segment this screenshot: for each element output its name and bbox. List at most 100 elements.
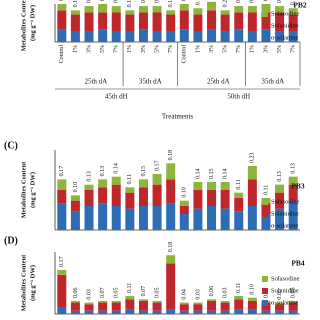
- bar-segment: [70, 211, 80, 230]
- panel-label: (D): [4, 235, 18, 246]
- bar-segment: [138, 206, 148, 230]
- bar-segment: [98, 29, 108, 42]
- bar-segment: [166, 263, 176, 310]
- bar-segment: [84, 184, 94, 190]
- bar-segment: [234, 198, 244, 212]
- bar-segment: [57, 29, 67, 42]
- bar-label: 0.15: [141, 166, 147, 177]
- bar-segment: [125, 192, 135, 209]
- bar-segment: [234, 192, 244, 198]
- bar-segment: [234, 29, 244, 42]
- bar-segment: [220, 31, 230, 42]
- bar-label: 0.03: [86, 289, 92, 300]
- bar-segment: [234, 299, 244, 310]
- bar-label: 0.17: [154, 161, 160, 172]
- bar-label: 0.17: [59, 256, 65, 267]
- bar-label: 0.10: [250, 284, 256, 295]
- bar-label: 0.16: [127, 0, 133, 7]
- bar-segment: [275, 31, 285, 42]
- bar-segment: [98, 300, 108, 303]
- legend-label: α-solanine: [271, 222, 298, 229]
- bar-segment: [220, 10, 230, 15]
- x-tick-label: 3%: [209, 45, 215, 53]
- bar-segment: [247, 12, 257, 32]
- bar-segment: [111, 184, 121, 206]
- bar-segment: [125, 14, 135, 32]
- bar-segment: [166, 14, 176, 32]
- x-tick-label: 1%: [127, 45, 133, 53]
- bar-label: 0.10: [182, 187, 188, 198]
- bar-label: 0.10: [73, 182, 79, 193]
- bar-segment: [207, 182, 217, 190]
- bar-segment: [138, 29, 148, 42]
- bar-segment: [179, 304, 189, 311]
- x-tick-label: 5%: [154, 45, 160, 53]
- bar-label: 0.11: [236, 283, 242, 293]
- legend-swatch: [262, 276, 268, 282]
- bar-segment: [111, 302, 121, 311]
- bar-segment: [247, 179, 257, 206]
- bar-segment: [179, 302, 189, 305]
- bar-segment: [111, 300, 121, 303]
- legend-label: Solanidine: [271, 210, 299, 217]
- bar-segment: [84, 6, 94, 13]
- bar-segment: [247, 300, 257, 310]
- bar-segment: [288, 8, 298, 15]
- bar-segment: [220, 302, 230, 311]
- bar-segment: [288, 310, 298, 314]
- y-axis-label: (mg g⁻¹ DW): [29, 172, 36, 208]
- bar-segment: [275, 302, 285, 305]
- bar-segment: [247, 166, 257, 180]
- bar-label: 0.14: [73, 0, 79, 7]
- legend-label: Solasodine: [271, 10, 300, 17]
- bar-segment: [220, 190, 230, 209]
- bar-label: 0.15: [236, 0, 242, 3]
- bar-segment: [247, 31, 257, 42]
- bar-label: 0.15: [59, 0, 65, 1]
- bar-segment: [234, 296, 244, 300]
- legend-swatch: [262, 11, 268, 17]
- bar-segment: [84, 190, 94, 206]
- bar-segment: [111, 12, 121, 32]
- bar-segment: [84, 12, 94, 32]
- bar-label: 0.14: [195, 0, 201, 5]
- bar-segment: [152, 12, 162, 32]
- legend-label: α-solanine: [271, 34, 298, 41]
- bar-segment: [125, 296, 135, 300]
- bar-segment: [84, 304, 94, 311]
- bar-segment: [57, 4, 67, 11]
- x-tick-label: 5%: [223, 45, 229, 53]
- legend-swatch: [262, 35, 268, 41]
- bar-segment: [125, 309, 135, 314]
- bar-segment: [234, 6, 244, 13]
- bar-label: 0.15: [114, 0, 120, 3]
- bar-segment: [207, 310, 217, 314]
- bar-segment: [70, 302, 80, 311]
- bar-segment: [288, 302, 298, 311]
- bar-segment: [234, 211, 244, 230]
- bar-label: 0.18: [168, 242, 174, 253]
- bar-label: 0.13: [277, 0, 283, 3]
- bar-label: 0.12: [141, 0, 147, 3]
- bar-segment: [70, 300, 80, 303]
- bar-segment: [166, 31, 176, 42]
- bar-segment: [193, 31, 203, 42]
- bar-segment: [84, 310, 94, 314]
- bar-segment: [70, 10, 80, 15]
- bar-label: 0.06: [291, 287, 297, 298]
- legend-label: Solanidine: [271, 287, 299, 294]
- bar-label: 0.04: [182, 289, 188, 300]
- bar-segment: [152, 300, 162, 303]
- y-axis-label: Metabolites Content: [20, 161, 27, 218]
- bar-segment: [193, 190, 203, 209]
- bar-segment: [179, 29, 189, 42]
- group-label: 25th dA: [207, 78, 230, 86]
- legend-label: Solasodine: [271, 275, 300, 282]
- bar-label: 0.14: [114, 163, 120, 174]
- bar-label: 0.05: [154, 287, 160, 298]
- bar-segment: [70, 195, 80, 201]
- bar-segment: [98, 187, 108, 204]
- x-tick-label: 7%: [114, 45, 120, 53]
- bar-segment: [166, 10, 176, 15]
- bar-label: 0.25: [223, 0, 229, 7]
